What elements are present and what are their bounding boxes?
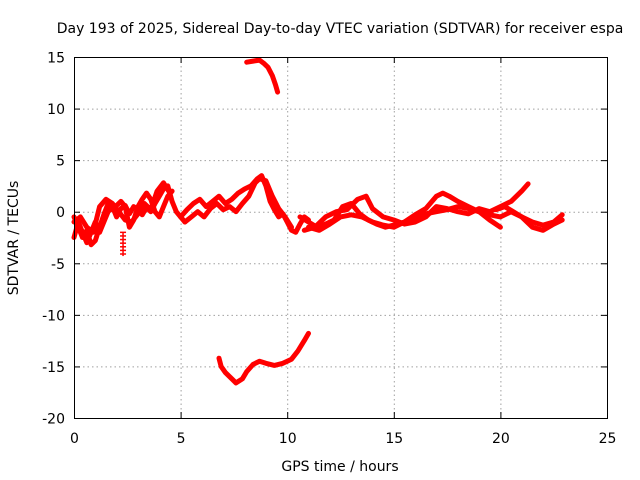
x-tick-label: 5 — [177, 431, 186, 447]
x-tick-label: 0 — [70, 431, 79, 447]
y-axis-ticks: 15 10 5 0 -5 -10 -15 -20 — [42, 51, 607, 428]
data-series — [71, 57, 565, 386]
y-tick-label: 5 — [56, 154, 65, 170]
x-axis-ticks: 0 5 10 15 20 25 — [70, 57, 616, 447]
x-tick-label: 10 — [279, 431, 297, 447]
series-lower-arc — [216, 330, 311, 386]
y-tick-label: -5 — [51, 257, 65, 273]
series-early-cluster-b — [71, 188, 175, 248]
y-tick-label: -15 — [42, 360, 65, 376]
series-late-cluster-d — [493, 204, 565, 233]
plot-frame — [74, 57, 608, 419]
series-early-cluster-c — [71, 180, 173, 235]
y-tick-label: 0 — [56, 205, 65, 221]
chart-title: Day 193 of 2025, Sidereal Day-to-day VTE… — [57, 21, 624, 37]
series-upper-arc — [244, 57, 281, 95]
grid — [74, 57, 607, 418]
series-late-cluster-b — [301, 181, 531, 233]
y-tick-label: -10 — [42, 308, 65, 324]
x-axis-label: GPS time / hours — [281, 459, 398, 475]
y-tick-label: 10 — [47, 102, 65, 118]
y-tick-label: 15 — [47, 51, 65, 67]
x-tick-label: 20 — [492, 431, 510, 447]
series-mid-cluster-b — [182, 176, 294, 230]
y-tick-label: -20 — [42, 412, 65, 428]
x-tick-label: 25 — [599, 431, 617, 447]
x-tick-label: 15 — [385, 431, 403, 447]
y-axis-label: SDTVAR / TECUs — [6, 181, 22, 296]
